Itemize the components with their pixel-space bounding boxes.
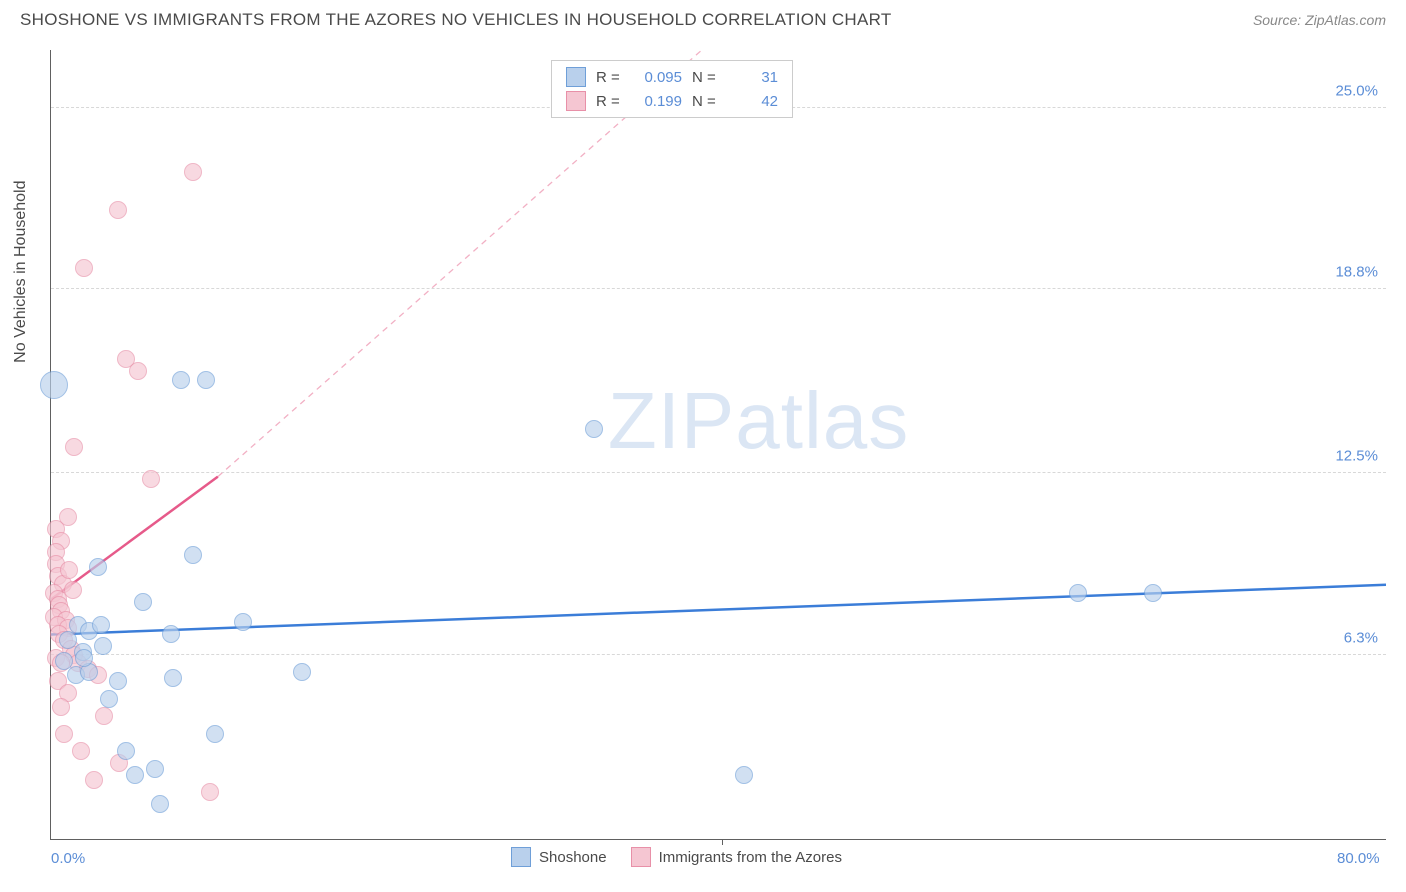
scatter-point-shoshone: [94, 637, 112, 655]
scatter-point-shoshone: [75, 649, 93, 667]
r-label: R =: [596, 69, 620, 86]
scatter-point-shoshone: [92, 616, 110, 634]
scatter-point-shoshone: [1144, 584, 1162, 602]
scatter-point-shoshone: [40, 371, 68, 399]
gridline: [51, 472, 1386, 473]
scatter-point-shoshone: [293, 663, 311, 681]
scatter-point-azores: [60, 561, 78, 579]
n-value-azores: 42: [726, 93, 778, 110]
scatter-point-azores: [184, 163, 202, 181]
legend-stats-box: R = 0.095 N = 31 R = 0.199 N = 42: [551, 60, 793, 118]
scatter-point-shoshone: [100, 690, 118, 708]
chart-plot-area: No Vehicles in Household ZIPatlas 6.3%12…: [50, 50, 1386, 840]
gridline: [51, 288, 1386, 289]
scatter-point-azores: [65, 438, 83, 456]
scatter-point-azores: [72, 742, 90, 760]
scatter-point-shoshone: [206, 725, 224, 743]
swatch-shoshone-icon: [566, 67, 586, 87]
scatter-point-azores: [55, 725, 73, 743]
n-label: N =: [692, 69, 716, 86]
scatter-point-shoshone: [172, 371, 190, 389]
scatter-point-azores: [201, 783, 219, 801]
scatter-point-azores: [75, 259, 93, 277]
scatter-point-shoshone: [1069, 584, 1087, 602]
watermark-part2: atlas: [735, 376, 909, 465]
y-axis-label: No Vehicles in Household: [12, 180, 30, 362]
legend-item-azores: Immigrants from the Azores: [631, 847, 842, 867]
r-value-shoshone: 0.095: [630, 69, 682, 86]
scatter-point-shoshone: [162, 625, 180, 643]
scatter-point-shoshone: [197, 371, 215, 389]
scatter-point-shoshone: [164, 669, 182, 687]
scatter-point-shoshone: [55, 652, 73, 670]
scatter-point-shoshone: [184, 546, 202, 564]
x-tick-label: 80.0%: [1337, 850, 1380, 867]
legend-stats-row-shoshone: R = 0.095 N = 31: [552, 65, 792, 89]
scatter-point-shoshone: [585, 420, 603, 438]
x-tick-label: 0.0%: [51, 850, 85, 867]
scatter-point-shoshone: [735, 766, 753, 784]
scatter-point-azores: [142, 470, 160, 488]
scatter-point-shoshone: [117, 742, 135, 760]
scatter-point-azores: [129, 362, 147, 380]
scatter-point-azores: [95, 707, 113, 725]
gridline: [51, 654, 1386, 655]
scatter-point-shoshone: [89, 558, 107, 576]
swatch-shoshone-icon: [511, 847, 531, 867]
y-tick-label: 12.5%: [1335, 448, 1378, 465]
n-value-shoshone: 31: [726, 69, 778, 86]
scatter-point-azores: [109, 201, 127, 219]
swatch-azores-icon: [631, 847, 651, 867]
source-label: Source: ZipAtlas.com: [1253, 12, 1386, 28]
scatter-point-shoshone: [151, 795, 169, 813]
n-label: N =: [692, 93, 716, 110]
scatter-point-shoshone: [146, 760, 164, 778]
watermark: ZIPatlas: [608, 375, 909, 467]
legend-label-shoshone: Shoshone: [539, 849, 607, 866]
watermark-part1: ZIP: [608, 376, 735, 465]
y-tick-label: 18.8%: [1335, 263, 1378, 280]
y-tick-label: 6.3%: [1344, 629, 1378, 646]
chart-title: SHOSHONE VS IMMIGRANTS FROM THE AZORES N…: [20, 10, 892, 30]
x-tick-mark: [722, 839, 723, 845]
scatter-point-shoshone: [126, 766, 144, 784]
r-label: R =: [596, 93, 620, 110]
legend-bottom: Shoshone Immigrants from the Azores: [511, 847, 842, 867]
scatter-point-azores: [85, 771, 103, 789]
legend-item-shoshone: Shoshone: [511, 847, 607, 867]
scatter-point-shoshone: [109, 672, 127, 690]
legend-label-azores: Immigrants from the Azores: [659, 849, 842, 866]
r-value-azores: 0.199: [630, 93, 682, 110]
swatch-azores-icon: [566, 91, 586, 111]
y-tick-label: 25.0%: [1335, 82, 1378, 99]
scatter-point-azores: [64, 581, 82, 599]
scatter-point-shoshone: [234, 613, 252, 631]
legend-stats-row-azores: R = 0.199 N = 42: [552, 89, 792, 113]
scatter-point-shoshone: [134, 593, 152, 611]
trend-lines: [51, 50, 1386, 839]
scatter-point-azores: [52, 698, 70, 716]
